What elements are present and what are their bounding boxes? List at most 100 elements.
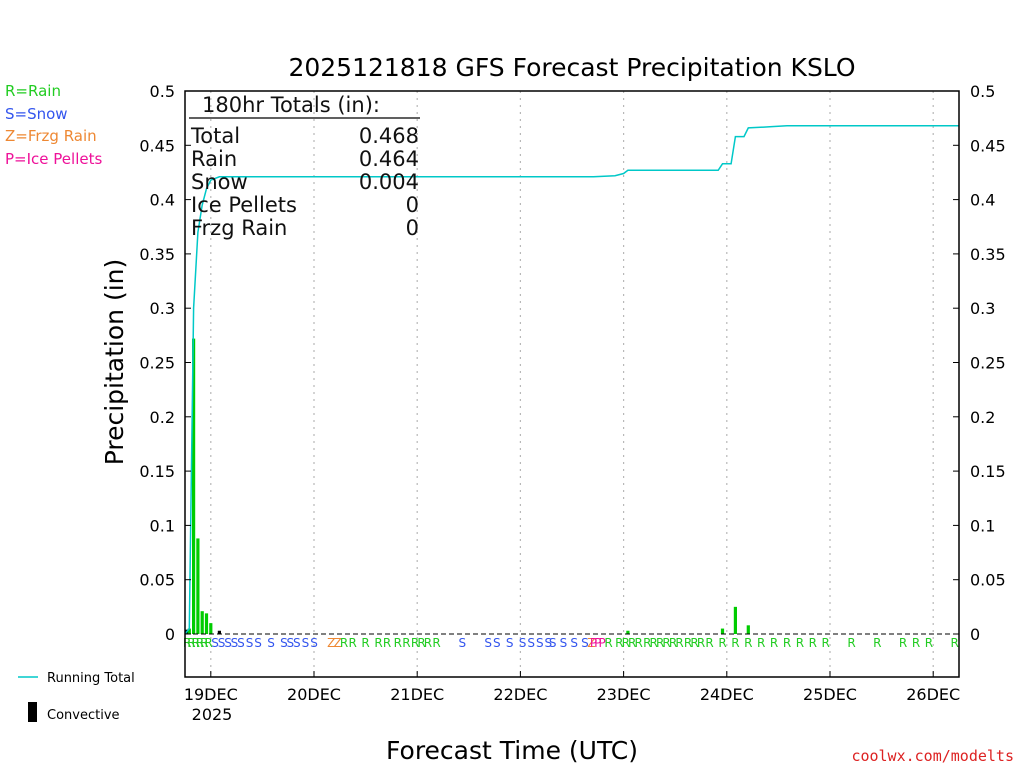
precip-type-r: R <box>349 636 357 650</box>
legend-rain: R=Rain <box>5 82 61 100</box>
precip-type-p: P <box>590 636 597 650</box>
precip-type-r: R <box>643 636 651 650</box>
precip-type-r: R <box>628 636 636 650</box>
y-axis-label: Precipitation (in) <box>100 259 129 466</box>
totals-value: 0 <box>406 193 419 217</box>
x-tick-label: 22DEC <box>493 685 547 704</box>
precip-type-r: R <box>951 636 959 650</box>
precip-type-legend: R=Rain S=Snow Z=Frzg Rain P=Ice Pellets <box>5 82 102 168</box>
precip-type-r: R <box>697 636 705 650</box>
y-tick-label-left: 0.1 <box>150 516 175 535</box>
x-tick-label: 23DEC <box>597 685 651 704</box>
precip-type-s: S <box>218 636 226 650</box>
precip-type-r: R <box>424 636 432 650</box>
y-tick-label-left: 0.05 <box>139 571 175 590</box>
precip-type-r: R <box>411 636 419 650</box>
precip-type-s: S <box>254 636 262 650</box>
precip-type-r: R <box>690 636 698 650</box>
precip-type-r: R <box>925 636 933 650</box>
precip-type-p: P <box>594 636 601 650</box>
precip-type-z: Z <box>334 636 342 650</box>
precip-type-s: S <box>549 636 557 650</box>
precipitation-bars <box>187 338 750 634</box>
totals-label: Frzg Rain <box>191 216 287 240</box>
y-axis-right: 0 0.05 0.1 0.15 0.2 0.25 0.3 0.35 0.4 0.45 0.5 <box>953 82 1006 644</box>
precip-type-s: S <box>545 636 553 650</box>
precip-type-s: S <box>246 636 254 650</box>
totals-rows: Total 0.468 Rain 0.464 Snow 0.004 Ice Pellets 0… <box>190 124 419 240</box>
y-tick-label-right: 0.2 <box>970 408 995 427</box>
totals-header: 180hr Totals (in): <box>202 93 380 117</box>
precip-bar <box>196 538 200 634</box>
precip-type-r: R <box>899 636 907 650</box>
precip-type-r: R <box>873 636 881 650</box>
precip-type-s: S <box>287 636 295 650</box>
x-tick-label: 25DEC <box>803 685 857 704</box>
series-legend: Running Total Convective <box>18 671 135 723</box>
legend-convective: Convective <box>47 708 120 723</box>
legend-running-total: Running Total <box>47 671 135 686</box>
precip-type-s: S <box>293 636 301 650</box>
x-tick-label: 26DEC <box>906 685 960 704</box>
y-tick-label-right: 0.15 <box>970 462 1006 481</box>
y-tick-label-right: 0.4 <box>970 191 995 210</box>
precip-type-r: R <box>822 636 830 650</box>
precip-type-s: S <box>224 636 232 650</box>
precip-type-r: R <box>912 636 920 650</box>
precip-type-s: S <box>280 636 288 650</box>
precip-type-s: S <box>267 636 275 650</box>
totals-label: Ice Pellets <box>191 193 297 217</box>
legend-ice-pellets: P=Ice Pellets <box>5 150 102 168</box>
precip-type-r: R <box>200 636 208 650</box>
precip-type-r: R <box>432 636 440 650</box>
precip-type-r: R <box>374 636 382 650</box>
legend-frzg-rain: Z=Frzg Rain <box>5 127 97 145</box>
x-axis: 19DEC 20DEC 21DEC 22DEC 23DEC 24DEC 25DEC 26DEC <box>184 671 960 704</box>
precip-type-r: R <box>718 636 726 650</box>
precip-bar <box>733 606 737 634</box>
precip-type-r: R <box>615 636 623 650</box>
precip-type-s: S <box>310 636 318 650</box>
precip-type-r: R <box>204 636 212 650</box>
totals-label: Rain <box>191 147 237 171</box>
totals-label: Total <box>190 124 240 148</box>
precip-type-p: P <box>598 636 605 650</box>
site-credit: coolwx.com/modelts <box>851 747 1014 765</box>
precip-type-r: R <box>634 636 642 650</box>
precip-type-r: R <box>187 636 195 650</box>
y-tick-label-left: 0.4 <box>150 191 175 210</box>
precip-type-s: S <box>570 636 578 650</box>
precip-type-r: R <box>731 636 739 650</box>
precip-type-r: R <box>604 636 612 650</box>
precip-type-s: S <box>211 636 219 650</box>
precip-type-r: R <box>783 636 791 650</box>
precip-type-s: S <box>459 636 467 650</box>
precip-type-z: Z <box>587 636 595 650</box>
y-tick-label-right: 0.35 <box>970 245 1006 264</box>
y-tick-label-right: 0.05 <box>970 571 1006 590</box>
precip-type-r: R <box>394 636 402 650</box>
convective-swatch <box>28 702 37 722</box>
legend-snow: S=Snow <box>5 105 68 123</box>
precip-type-r: R <box>361 636 369 650</box>
precip-type-r: R <box>796 636 804 650</box>
precip-type-s: S <box>581 636 589 650</box>
precip-type-s: S <box>519 636 527 650</box>
precip-type-r: R <box>675 636 683 650</box>
y-tick-label-right: 0.5 <box>970 82 995 101</box>
y-tick-label-right: 0 <box>970 625 980 644</box>
precip-type-r: R <box>340 636 348 650</box>
precip-type-s: S <box>231 636 239 650</box>
totals-value: 0 <box>406 216 419 240</box>
precip-type-r: R <box>705 636 713 650</box>
totals-value: 0.468 <box>359 124 419 148</box>
x-year-label: 2025 <box>192 705 233 724</box>
precip-type-s: S <box>493 636 501 650</box>
precip-type-s: S <box>484 636 492 650</box>
precip-type-r: R <box>622 636 630 650</box>
y-tick-label-left: 0 <box>165 625 175 644</box>
y-tick-label-right: 0.45 <box>970 136 1006 155</box>
y-axis-left: 0 0.05 0.1 0.15 0.2 0.25 0.3 0.35 0.4 0.45 0.5 <box>139 82 191 644</box>
